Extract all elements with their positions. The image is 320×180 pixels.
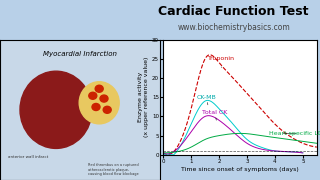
Ellipse shape — [20, 71, 92, 148]
Circle shape — [89, 92, 97, 99]
X-axis label: Time since onset of symptoms (days): Time since onset of symptoms (days) — [181, 167, 299, 172]
Text: anterior wall infarct: anterior wall infarct — [8, 155, 48, 159]
Text: Total CK: Total CK — [202, 110, 228, 120]
Text: www.biochemistrybasics.com: www.biochemistrybasics.com — [177, 23, 290, 32]
Circle shape — [92, 103, 100, 111]
Text: Red thrombus on a ruptured
atherosclerotic plaque,
causing blood flow blockage: Red thrombus on a ruptured atherosclerot… — [88, 163, 139, 176]
Circle shape — [100, 95, 108, 102]
Text: Troponin: Troponin — [208, 56, 235, 68]
Text: Heart specific LDH: Heart specific LDH — [269, 131, 320, 136]
Text: Cardiac Function Test: Cardiac Function Test — [158, 5, 309, 18]
Text: Myocardial Infarction: Myocardial Infarction — [43, 51, 117, 57]
Circle shape — [95, 85, 103, 92]
Y-axis label: Enzyme activity
(x upper reference value): Enzyme activity (x upper reference value… — [139, 57, 149, 137]
Ellipse shape — [79, 82, 119, 124]
Text: CK-MB: CK-MB — [197, 95, 216, 105]
Circle shape — [103, 106, 111, 113]
